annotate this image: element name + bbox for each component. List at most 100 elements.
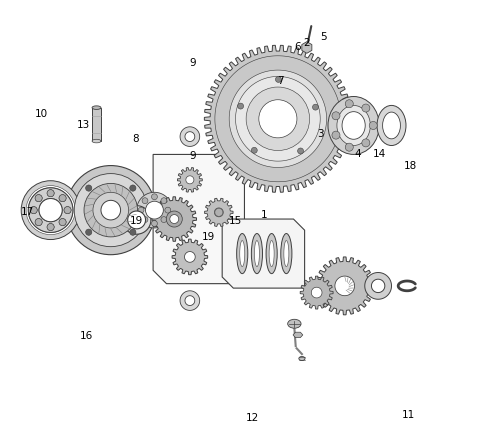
Text: 9: 9 — [189, 58, 196, 68]
Circle shape — [165, 207, 171, 213]
Text: 16: 16 — [80, 331, 93, 341]
Polygon shape — [204, 198, 233, 227]
Polygon shape — [229, 70, 326, 168]
Text: 12: 12 — [246, 413, 259, 423]
Ellipse shape — [337, 105, 371, 146]
Text: 19: 19 — [202, 232, 216, 242]
Circle shape — [161, 198, 167, 204]
Circle shape — [85, 185, 92, 191]
Circle shape — [59, 194, 66, 202]
Text: 7: 7 — [277, 76, 283, 86]
Polygon shape — [204, 45, 351, 192]
Circle shape — [142, 217, 148, 223]
Circle shape — [35, 194, 42, 202]
Circle shape — [252, 148, 257, 153]
Circle shape — [26, 186, 75, 235]
Polygon shape — [215, 56, 341, 182]
Circle shape — [246, 87, 310, 151]
Polygon shape — [137, 192, 172, 228]
Polygon shape — [215, 208, 223, 217]
Circle shape — [35, 194, 42, 202]
Ellipse shape — [328, 97, 379, 154]
Polygon shape — [167, 212, 181, 226]
Circle shape — [47, 190, 54, 197]
Circle shape — [152, 220, 157, 227]
Polygon shape — [222, 219, 305, 288]
Circle shape — [85, 229, 92, 235]
Circle shape — [312, 104, 318, 110]
Circle shape — [152, 194, 157, 200]
Polygon shape — [293, 332, 303, 337]
Circle shape — [332, 112, 340, 120]
Ellipse shape — [92, 106, 101, 110]
Text: 11: 11 — [402, 410, 415, 420]
Text: 15: 15 — [229, 216, 242, 226]
Polygon shape — [92, 108, 101, 141]
Ellipse shape — [269, 240, 274, 266]
Polygon shape — [302, 42, 312, 53]
Circle shape — [345, 100, 353, 108]
Polygon shape — [312, 287, 322, 298]
Ellipse shape — [266, 233, 277, 274]
Circle shape — [170, 215, 179, 224]
Circle shape — [362, 104, 370, 112]
Circle shape — [145, 201, 163, 219]
Circle shape — [30, 207, 37, 214]
Text: 19: 19 — [130, 216, 143, 226]
Polygon shape — [300, 276, 333, 309]
Circle shape — [35, 219, 42, 226]
Ellipse shape — [254, 240, 259, 266]
Circle shape — [35, 219, 42, 226]
Polygon shape — [28, 188, 73, 232]
Circle shape — [238, 103, 243, 109]
Circle shape — [59, 194, 66, 202]
Ellipse shape — [284, 240, 289, 266]
Polygon shape — [186, 176, 194, 184]
Text: 4: 4 — [355, 149, 361, 160]
Polygon shape — [172, 239, 208, 275]
Ellipse shape — [29, 203, 34, 208]
Circle shape — [59, 219, 66, 226]
Polygon shape — [335, 276, 355, 295]
Circle shape — [47, 224, 54, 231]
Ellipse shape — [383, 112, 400, 139]
Circle shape — [276, 76, 281, 82]
Circle shape — [47, 224, 54, 231]
Text: 10: 10 — [35, 110, 48, 119]
Text: 17: 17 — [20, 207, 34, 217]
Polygon shape — [184, 252, 195, 262]
Text: 14: 14 — [372, 149, 385, 160]
Circle shape — [30, 207, 37, 214]
Ellipse shape — [237, 233, 248, 274]
Polygon shape — [122, 206, 151, 234]
Polygon shape — [153, 154, 244, 284]
Text: 6: 6 — [295, 42, 301, 52]
Circle shape — [93, 192, 129, 228]
Polygon shape — [316, 257, 373, 315]
Circle shape — [64, 207, 71, 214]
Circle shape — [369, 122, 377, 130]
Ellipse shape — [281, 233, 292, 274]
Ellipse shape — [299, 357, 305, 361]
Circle shape — [142, 198, 148, 204]
Polygon shape — [365, 273, 392, 299]
Circle shape — [215, 208, 223, 216]
Text: 9: 9 — [189, 151, 196, 161]
Polygon shape — [372, 279, 385, 293]
Text: 18: 18 — [404, 161, 417, 172]
Polygon shape — [180, 291, 200, 310]
Ellipse shape — [377, 105, 406, 146]
Circle shape — [47, 190, 54, 197]
Text: 3: 3 — [317, 129, 324, 139]
Ellipse shape — [252, 233, 263, 274]
Circle shape — [332, 131, 340, 139]
Circle shape — [298, 148, 303, 154]
Polygon shape — [185, 295, 195, 305]
Circle shape — [259, 100, 297, 138]
FancyArrow shape — [30, 203, 54, 208]
Circle shape — [362, 139, 370, 147]
Circle shape — [345, 143, 353, 151]
Text: 2: 2 — [303, 38, 310, 48]
Circle shape — [64, 207, 71, 214]
Polygon shape — [28, 188, 73, 232]
